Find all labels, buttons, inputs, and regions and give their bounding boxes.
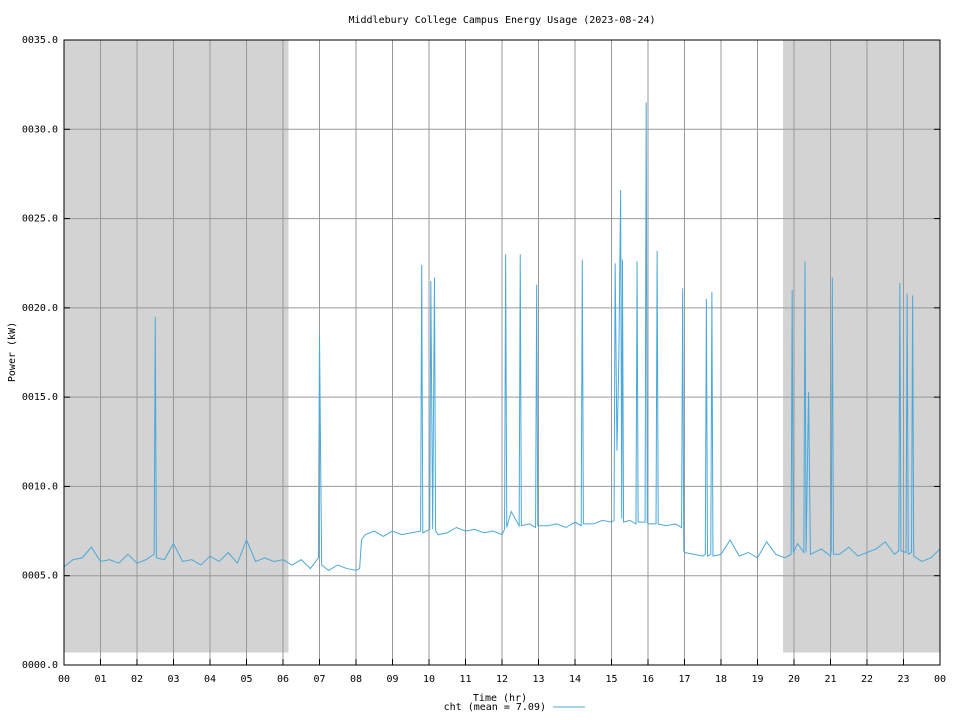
- x-tick-label: 00: [934, 674, 946, 685]
- y-tick-label: 0005.0: [22, 571, 58, 582]
- shaded-region: [783, 40, 940, 653]
- x-tick-label: 04: [204, 674, 216, 685]
- x-tick-label: 10: [423, 674, 435, 685]
- x-tick-label: 02: [131, 674, 143, 685]
- x-tick-label: 15: [605, 674, 617, 685]
- y-tick-label: 0010.0: [22, 481, 58, 492]
- plot-frame: [63, 39, 941, 666]
- data-line: [63, 102, 941, 571]
- x-tick-label: 20: [788, 674, 800, 685]
- x-tick-label: 18: [715, 674, 727, 685]
- y-tick-label: 0030.0: [22, 124, 58, 135]
- y-axis-label: Power (kW): [7, 322, 18, 382]
- x-tick-label: 16: [642, 674, 654, 685]
- x-tick-label: 19: [751, 674, 763, 685]
- x-tick-label: 05: [240, 674, 252, 685]
- x-tick-label: 13: [532, 674, 544, 685]
- chart-title: Middlebury College Campus Energy Usage (…: [348, 15, 655, 26]
- legend-label: cht (mean = 7.09): [444, 702, 546, 713]
- x-axis-label: Time (hr): [473, 693, 527, 704]
- x-tick-label: 22: [861, 674, 873, 685]
- y-tick-label: 0025.0: [22, 214, 58, 225]
- x-tick-label: 08: [350, 674, 362, 685]
- x-tick-label: 01: [94, 674, 106, 685]
- x-tick-label: 06: [277, 674, 289, 685]
- y-tick-label: 0020.0: [22, 303, 58, 314]
- x-tick-label: 07: [313, 674, 325, 685]
- x-tick-label: 00: [58, 674, 70, 685]
- x-tick-label: 03: [167, 674, 179, 685]
- x-tick-label: 09: [386, 674, 398, 685]
- y-tick-label: 0000.0: [22, 660, 58, 671]
- y-tick-label: 0035.0: [22, 35, 58, 46]
- x-tick-label: 12: [496, 674, 508, 685]
- x-tick-label: 23: [897, 674, 909, 685]
- x-tick-label: 14: [569, 674, 581, 685]
- x-tick-label: 21: [824, 674, 836, 685]
- x-tick-label: 11: [459, 674, 471, 685]
- y-tick-label: 0015.0: [22, 392, 58, 403]
- x-tick-label: 17: [678, 674, 690, 685]
